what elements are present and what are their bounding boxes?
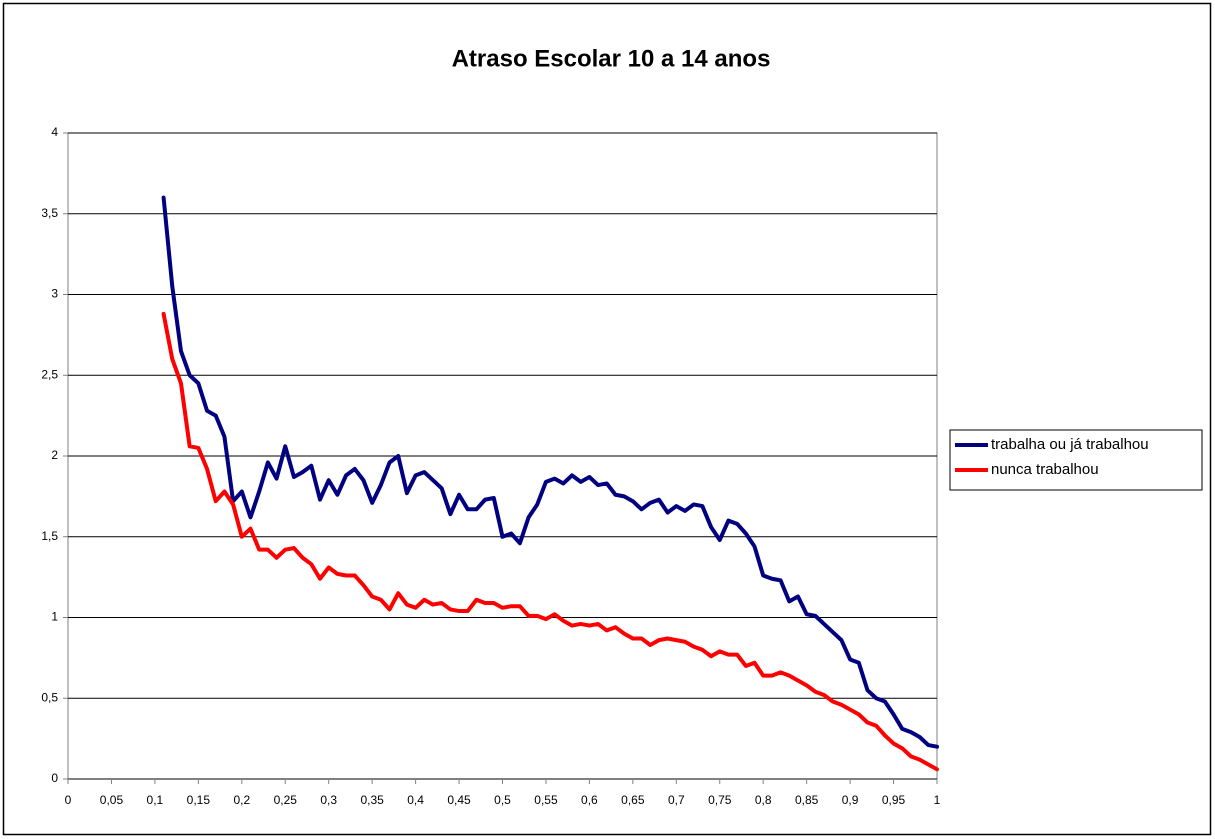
x-tick-label: 0,65 — [621, 793, 645, 807]
x-tick-label: 0,1 — [147, 793, 164, 807]
y-tick-label: 0,5 — [41, 690, 58, 704]
y-tick-label: 3 — [51, 287, 58, 301]
legend-text: trabalha ou já trabalhou — [991, 436, 1149, 453]
x-tick-label: 1 — [934, 793, 941, 807]
x-tick-label: 0,15 — [187, 793, 211, 807]
x-tick-label: 0,85 — [795, 793, 819, 807]
x-tick-label: 0,6 — [581, 793, 598, 807]
y-tick-label: 3,5 — [41, 206, 58, 220]
y-tick-label: 1 — [51, 610, 58, 624]
x-tick-label: 0,9 — [842, 793, 859, 807]
x-tick-label: 0,4 — [407, 793, 424, 807]
data-line — [161, 311, 939, 772]
y-tick-label: 0 — [51, 771, 58, 785]
x-tick-label: 0,5 — [494, 793, 511, 807]
y-tick-label: 4 — [51, 125, 58, 139]
y-tick-label: 2,5 — [41, 367, 58, 381]
x-tick-label: 0,95 — [882, 793, 906, 807]
x-tick-label: 0,35 — [360, 793, 384, 807]
x-tick-label: 0,75 — [708, 793, 732, 807]
legend-box — [949, 429, 1203, 491]
x-tick-label: 0 — [65, 793, 72, 807]
y-tick-label: 1,5 — [41, 529, 58, 543]
x-tick-label: 0,05 — [100, 793, 124, 807]
x-tick-label: 0,3 — [320, 793, 337, 807]
x-tick-label: 0,25 — [274, 793, 298, 807]
x-tick-label: 0,2 — [233, 793, 250, 807]
y-tick-label: 2 — [51, 448, 58, 462]
legend-text: nunca trabalhou — [991, 461, 1099, 478]
chart-title: Atraso Escolar 10 a 14 anos — [452, 45, 771, 72]
x-tick-label: 0,55 — [534, 793, 558, 807]
x-tick-label: 0,8 — [755, 793, 772, 807]
x-tick-label: 0,45 — [447, 793, 471, 807]
x-tick-label: 0,7 — [668, 793, 685, 807]
data-line — [161, 195, 939, 749]
